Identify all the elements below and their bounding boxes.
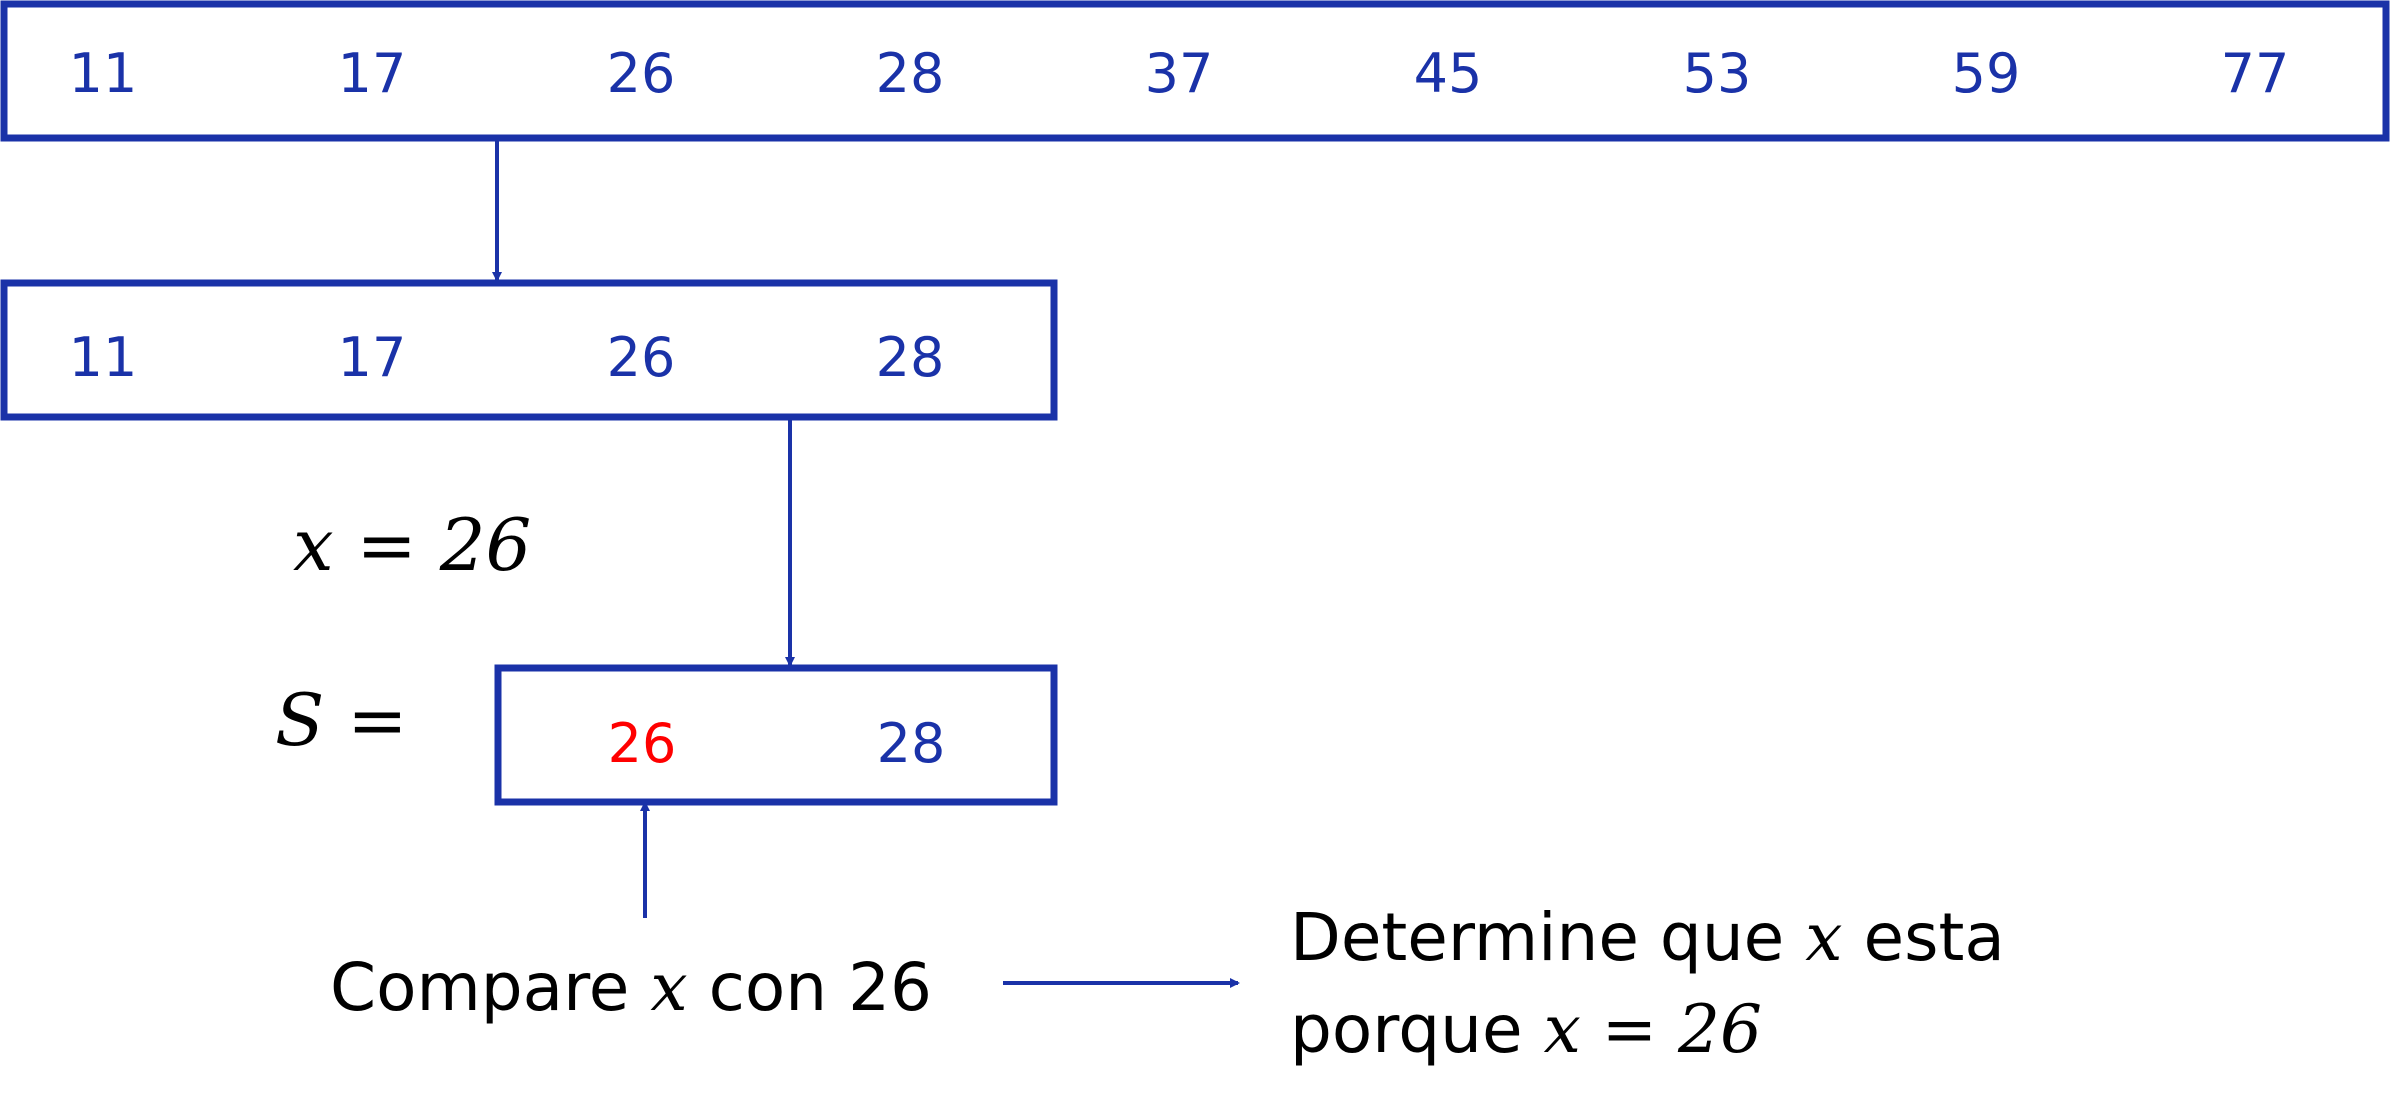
full-array-box [0,0,2390,142]
s-label: S = [275,678,408,762]
result-line2-expression: x = 26 [1544,991,1762,1068]
compare-prefix: Compare [330,949,650,1026]
array-value: 28 [876,42,945,105]
array-value: 26 [608,712,677,775]
full-array-values: 11 17 26 28 37 45 53 59 77 [69,42,2290,105]
target-expression: x = 26 [293,503,531,587]
half-array-values: 11 17 26 28 [69,326,945,389]
array-value: 77 [2221,42,2290,105]
result-line1-prefix: Determine que [1290,899,1805,976]
array-value: 53 [1683,42,1752,105]
compare-suffix: con 26 [688,949,932,1026]
array-value: 45 [1414,42,1483,105]
result-line-1: Determine que x esta [1290,899,2005,976]
array-value: 17 [338,42,407,105]
result-line1-suffix: esta [1842,899,2004,976]
result-line1-variable: x [1805,899,1842,976]
array-value: 11 [69,42,138,105]
result-line-2: porque x = 26 [1290,991,1762,1068]
array-value: 26 [607,42,676,105]
array-value: 28 [877,712,946,775]
half-array-box [0,279,1058,421]
compare-variable: x [650,949,687,1026]
array-value: 11 [69,326,138,389]
compare-caption: Compare x con 26 [330,949,932,1026]
array-value: 59 [1952,42,2021,105]
array-value: 17 [338,326,407,389]
array-value: 26 [607,326,676,389]
array-value: 28 [876,326,945,389]
s-array-values: 26 28 [608,712,946,775]
array-value: 37 [1145,42,1214,105]
s-array-box [494,664,1058,806]
result-line2-prefix: porque [1290,991,1544,1068]
